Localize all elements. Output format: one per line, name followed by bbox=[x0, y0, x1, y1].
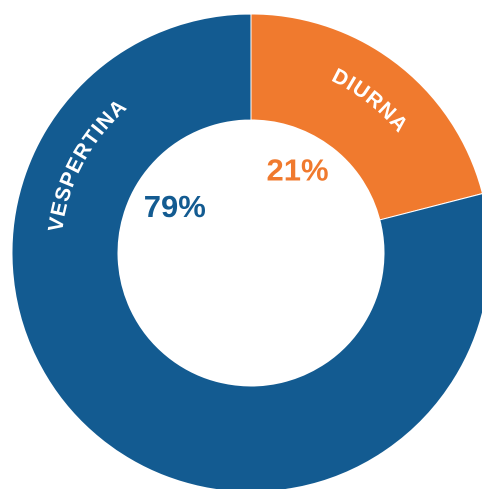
value-label: 21% bbox=[266, 153, 328, 188]
value-label: 79% bbox=[144, 189, 206, 224]
donut-slice bbox=[250, 13, 482, 221]
donut-slice bbox=[11, 13, 482, 489]
